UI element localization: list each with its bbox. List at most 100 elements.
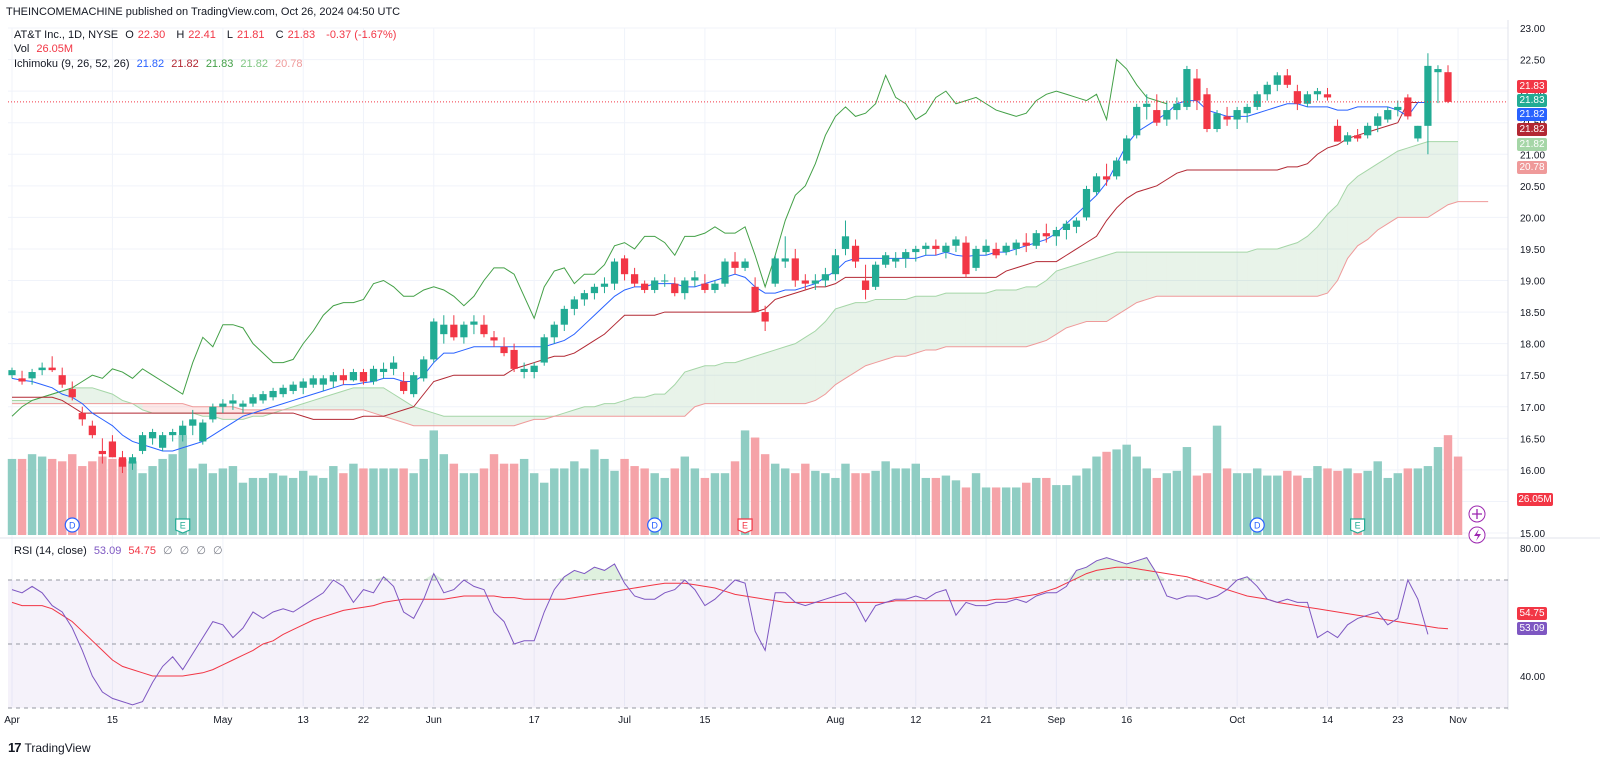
candle-body [851,245,860,262]
rsi-overbought-fill [584,567,595,580]
volume-bar [1323,468,1332,535]
ichimoku-cloud [12,141,1489,427]
candle [309,375,317,388]
candle [1333,119,1342,142]
cloud-segment [333,390,344,410]
cloud-segment [1417,141,1428,218]
candle-body [892,258,900,262]
cloud-segment [22,400,33,404]
volume-bar [550,468,559,535]
volume-bar [1363,470,1372,535]
ichimoku-legend[interactable]: Ichimoku (9, 26, 52, 26) 21.82 21.82 21.… [14,58,307,70]
volume-bar [168,454,177,535]
senkou-b-value: 20.78 [275,58,303,70]
volume-bar [821,473,830,535]
rsi-label: RSI (14, close) [14,545,87,557]
volume-bar [750,437,760,535]
candle-body [440,324,448,335]
candle [199,419,207,445]
rsi-legend[interactable]: RSI (14, close) 53.09 54.75 ∅ ∅ ∅ ∅ [14,544,227,557]
candle [470,315,478,335]
rsi-line [11,557,1429,706]
time-tick-label: 23 [1392,715,1404,726]
candle-body [711,283,719,290]
volume-bar [1353,473,1362,535]
candle [600,277,609,294]
candle [349,368,358,382]
candle-body [1434,69,1442,73]
dividend-marker[interactable]: D [1249,517,1265,533]
tradingview-logo[interactable]: 17 TradingView [8,740,91,755]
volume-bar [68,454,77,535]
candle [1183,65,1191,111]
volume-bar [740,430,750,535]
volume-bar [931,477,941,535]
cloud-segment [473,416,484,426]
cloud-segment [413,406,424,426]
candle-body [751,286,759,313]
volume-bar [831,477,840,535]
lightning-event-icon[interactable] [1468,526,1486,544]
cloud-segment [1156,252,1167,297]
dividend-marker[interactable]: D [64,517,80,533]
cloud-segment [584,406,595,417]
volume-bar [1072,475,1081,535]
price-tag: 21.83 [1517,80,1547,93]
volume-bar [791,473,800,535]
cloud-segment [82,387,93,404]
candle-body [1123,138,1131,161]
candle [580,289,589,306]
tradingview-brand: TradingView [24,740,91,755]
cloud-segment [1257,248,1268,297]
dividend-label: D [1254,521,1261,531]
volume-legend[interactable]: Vol 26.05M [14,43,77,55]
candle-body [1143,103,1151,107]
cloud-segment [564,409,575,417]
candle-body [8,370,16,376]
cloud-segment [1196,252,1207,297]
candle [229,394,237,410]
volume-bar [238,482,248,535]
earnings-marker[interactable]: E [737,518,753,534]
volume-bar [1383,477,1392,535]
add-event-icon[interactable] [1468,505,1486,523]
volume-bar [88,461,97,535]
volume-bar [1242,473,1252,535]
volume-bar [509,463,519,535]
earnings-marker[interactable]: E [175,518,191,534]
volume-bar [670,468,679,535]
candle-body [1193,78,1201,101]
candle [138,432,147,455]
candle [831,248,840,281]
candle-body [1323,94,1332,98]
ohlc-low: L 21.81 [226,29,265,41]
dividend-marker[interactable]: D [647,517,663,533]
earnings-marker[interactable]: E [1350,518,1366,534]
candle-body [88,425,96,436]
cloud-segment [915,296,926,354]
symbol-legend[interactable]: AT&T Inc., 1D, NYSE O 22.30 H 22.41 L 21.81… [14,29,400,41]
rsi-tag: 54.75 [1517,607,1547,620]
candle-body [98,450,106,455]
volume-bar [329,466,338,535]
candle [48,356,56,373]
volume-bar [610,470,619,535]
candle [942,242,950,259]
cloud-segment [704,365,715,404]
volume-bar [650,473,659,535]
candle [98,438,106,464]
cloud-segment [1036,280,1047,344]
candle [701,274,709,294]
candle-body [801,280,809,284]
candle-body [731,261,739,268]
price-tag: 21.82 [1517,138,1547,151]
candle-body [189,419,197,426]
candle-body [992,248,1000,256]
candle-body [1042,233,1050,237]
volume-bar [570,461,579,535]
candle [189,409,197,436]
volume-bar [841,463,850,535]
volume-bar [730,461,740,535]
